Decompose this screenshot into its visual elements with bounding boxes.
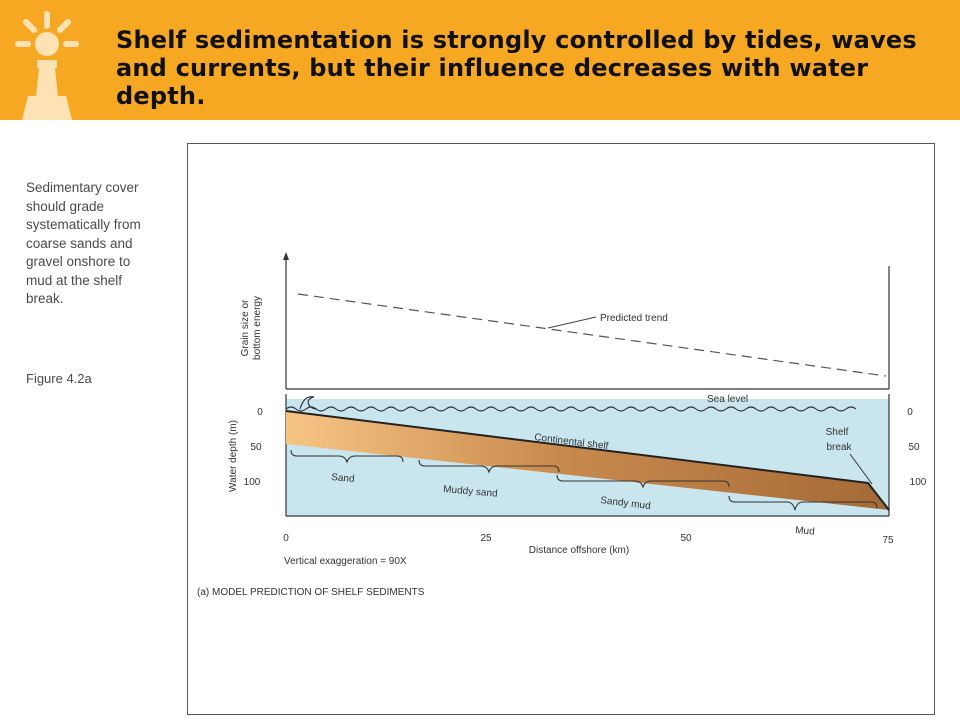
lighthouse-logo-icon [15,11,79,120]
figure-subcaption: (a) MODEL PREDICTION OF SHELF SEDIMENTS [197,587,425,598]
depth-tick-right-50: 50 [908,442,920,453]
distance-axis-label: Distance offshore (km) [529,545,629,556]
breaking-wave-icon [299,396,318,410]
sand-brace [290,449,404,464]
depth-axis-label: Water depth (m) [228,420,239,492]
mud-brace [728,495,878,511]
muddy-sand-brace [418,459,560,474]
shelf-break-label-1: Shelf [826,427,849,438]
trend-label: Predicted trend [600,313,668,324]
sea-level-waves [285,406,857,412]
sediment-wedge [286,411,889,510]
trend-leader [547,316,597,329]
depth-tick-left-50: 50 [250,442,262,453]
header-banner: Shelf sedimentation is strongly controll… [0,0,960,120]
distance-tick-75: 75 [882,535,894,546]
upper-axis-label-2: bottom energy [252,296,263,360]
shelf-diagram-svg: Grain size or bottom energy Predicted tr… [197,252,927,598]
upper-y-axis-arrow [283,252,289,260]
distance-tick-25: 25 [480,533,492,544]
muddy-sand-label: Muddy sand [443,484,498,500]
shelf-surface [285,410,890,511]
depth-tick-right-0: 0 [907,407,913,418]
shelf-break-leader [849,453,873,485]
sandy-mud-brace [556,474,730,489]
depth-tick-left-0: 0 [257,407,263,418]
depth-tick-left-100: 100 [244,477,261,488]
sea-level-label: Sea level [707,394,748,405]
slide-title: Shelf sedimentation is strongly controll… [116,26,917,110]
shelf-break-label-2: break [826,442,852,453]
sand-label: Sand [331,472,355,485]
shelf-diagram: Grain size or bottom energy Predicted tr… [187,143,935,715]
distance-tick-0: 0 [283,533,289,544]
depth-tick-right-100: 100 [910,477,927,488]
mud-label: Mud [795,525,815,538]
figure-reference: Figure 4.2a [26,371,92,386]
upper-axis-label-1: Grain size or [240,299,251,356]
vertical-exaggeration: Vertical exaggeration = 90X [284,556,407,567]
predicted-trend-line [297,293,887,377]
distance-tick-50: 50 [680,533,692,544]
sidebar-caption: Sedimentary cover should grade systemati… [26,180,141,306]
